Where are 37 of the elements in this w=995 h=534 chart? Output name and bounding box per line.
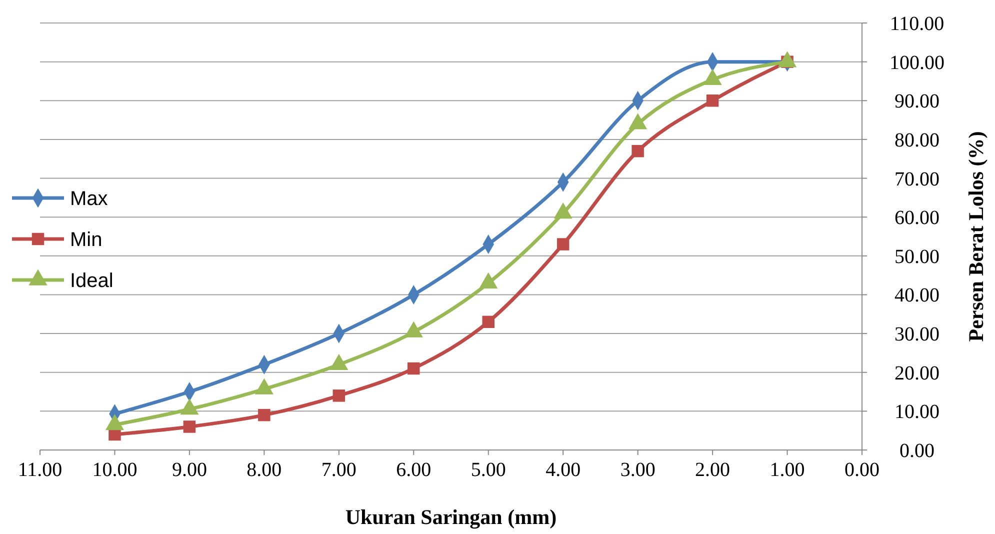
- y-tick-label: 100.00: [890, 52, 944, 74]
- y-tick-label: 50.00: [894, 246, 940, 268]
- legend-label: Max: [70, 188, 108, 210]
- y-axis-title: Persen Berat Lolos (%): [964, 131, 988, 342]
- x-tick-label: 10.00: [92, 459, 138, 481]
- x-tick-label: 7.00: [321, 459, 356, 481]
- point: [632, 144, 644, 158]
- y-tick-label: 30.00: [894, 324, 940, 346]
- y-tick-label: 90.00: [894, 90, 940, 113]
- x-tick-label: 11.00: [18, 459, 62, 481]
- y-tick-label: 60.00: [894, 207, 940, 230]
- x-tick-label: 9.00: [172, 459, 207, 481]
- point: [258, 408, 270, 422]
- x-tick-label: 2.00: [695, 459, 730, 481]
- y-tick-label: 20.00: [894, 362, 940, 384]
- y-tick-label: 40.00: [894, 284, 940, 307]
- x-tick-label: 8.00: [246, 459, 282, 481]
- point: [183, 420, 196, 433]
- y-tick-label: 80.00: [894, 129, 940, 152]
- legend-label: Ideal: [70, 270, 114, 292]
- point: [408, 362, 420, 375]
- x-tick-label: 4.00: [546, 459, 581, 481]
- x-tick-label: 6.00: [396, 459, 432, 481]
- x-tick-label: 0.00: [844, 459, 880, 481]
- x-tick-label: 1.00: [770, 459, 805, 481]
- point: [556, 238, 570, 250]
- x-tick-label: 3.00: [620, 459, 656, 481]
- y-tick-label: 110.00: [890, 13, 944, 35]
- point: [706, 94, 719, 107]
- x-axis-title: Ukuran Saringan (mm): [345, 505, 557, 529]
- y-tick-label: 10.00: [894, 401, 940, 424]
- legend-label: Min: [70, 229, 102, 251]
- point: [332, 390, 346, 402]
- y-tick-label: 70.00: [894, 168, 940, 190]
- point: [482, 316, 494, 328]
- x-tick-label: 5.00: [470, 459, 506, 481]
- y-tick-label: 0.00: [900, 440, 934, 462]
